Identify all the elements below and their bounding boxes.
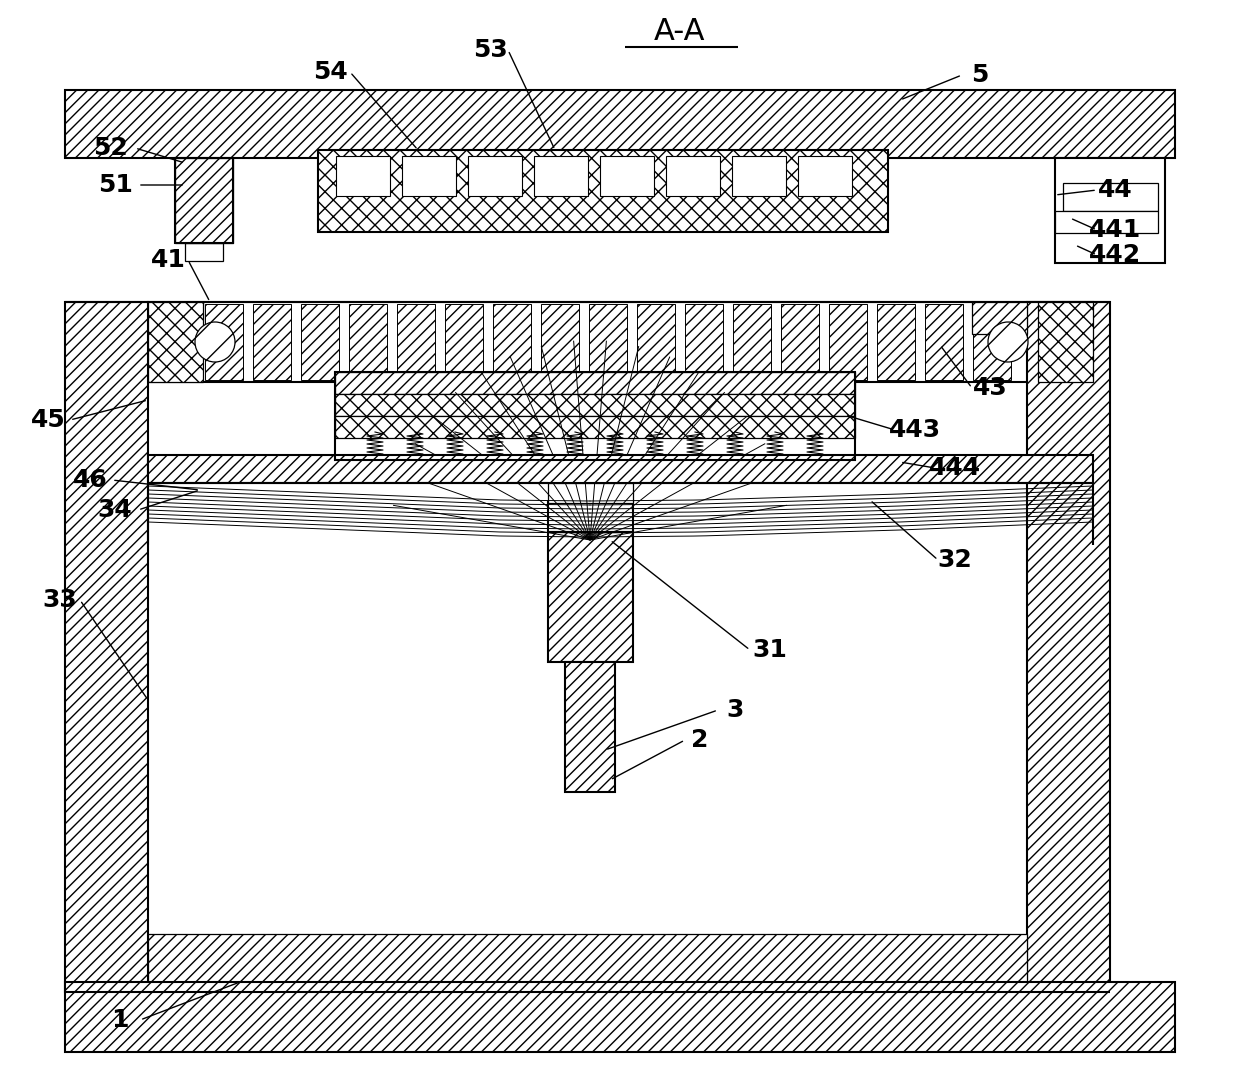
Bar	[799, 156, 852, 196]
Bar	[925, 305, 963, 380]
Text: 31: 31	[753, 638, 787, 662]
Text: 32: 32	[937, 548, 972, 572]
Bar	[467, 156, 522, 196]
Bar	[684, 305, 723, 380]
Bar	[335, 416, 856, 438]
Bar	[148, 934, 1027, 982]
Bar	[185, 243, 223, 261]
Bar	[548, 502, 632, 532]
Text: 33: 33	[42, 587, 77, 612]
Circle shape	[988, 322, 1028, 362]
Bar	[733, 305, 771, 380]
Bar	[335, 372, 856, 461]
Bar	[589, 305, 627, 380]
Bar	[1055, 211, 1158, 233]
Bar	[565, 662, 615, 792]
Text: 45: 45	[31, 408, 66, 431]
Bar	[253, 305, 291, 380]
Bar	[175, 158, 233, 243]
Bar	[1063, 183, 1158, 211]
Bar	[64, 982, 1176, 1052]
Text: A-A: A-A	[655, 17, 706, 46]
Bar	[494, 305, 531, 380]
Bar	[830, 305, 867, 380]
Text: 34: 34	[98, 498, 133, 522]
Bar	[600, 156, 653, 196]
Text: 46: 46	[73, 468, 108, 492]
Bar	[534, 156, 588, 196]
Text: 441: 441	[1089, 218, 1141, 242]
Bar	[781, 305, 818, 380]
Bar	[548, 483, 632, 502]
Bar	[1027, 302, 1110, 992]
Bar	[317, 150, 888, 232]
Bar	[64, 302, 148, 992]
Bar	[336, 156, 391, 196]
Text: 1: 1	[112, 1008, 129, 1032]
Bar	[972, 302, 1027, 334]
Bar	[541, 305, 579, 380]
Bar	[732, 156, 786, 196]
Bar	[445, 305, 484, 380]
Text: 442: 442	[1089, 243, 1141, 267]
Bar	[1038, 302, 1092, 382]
Bar	[666, 156, 720, 196]
Text: 5: 5	[971, 63, 988, 87]
Bar	[1055, 158, 1166, 263]
Text: 43: 43	[972, 376, 1007, 400]
Bar	[877, 305, 915, 380]
Bar	[397, 305, 435, 380]
Bar	[973, 305, 1011, 380]
Bar	[335, 372, 856, 394]
Bar	[548, 532, 632, 662]
Bar	[148, 302, 1092, 382]
Bar	[64, 90, 1176, 158]
Bar	[402, 156, 456, 196]
Text: 41: 41	[150, 247, 186, 272]
Text: 53: 53	[472, 38, 507, 62]
Bar	[148, 455, 1092, 483]
Text: 52: 52	[93, 136, 128, 160]
Text: 54: 54	[312, 60, 347, 84]
Bar	[148, 302, 203, 334]
Text: 51: 51	[98, 173, 133, 197]
Text: 44: 44	[1097, 178, 1132, 202]
Bar	[301, 305, 339, 380]
Bar	[148, 302, 203, 382]
Bar	[175, 158, 233, 243]
Bar	[205, 305, 243, 380]
Bar	[335, 394, 856, 416]
Text: 444: 444	[929, 456, 981, 480]
Bar	[637, 305, 675, 380]
Bar	[348, 305, 387, 380]
Circle shape	[195, 322, 236, 362]
Text: 443: 443	[889, 417, 941, 442]
Text: 2: 2	[692, 728, 709, 752]
Text: 3: 3	[727, 698, 744, 722]
